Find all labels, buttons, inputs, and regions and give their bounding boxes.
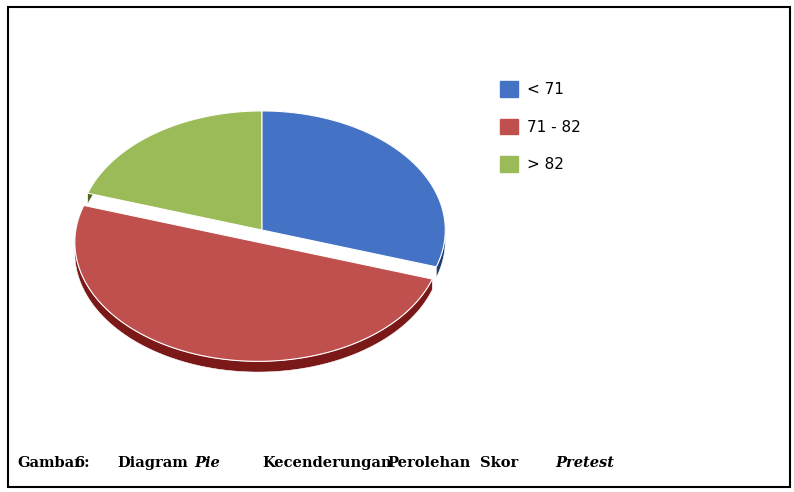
Text: Skor: Skor (480, 456, 518, 470)
Text: Diagram: Diagram (118, 456, 188, 470)
Polygon shape (75, 206, 432, 361)
Polygon shape (88, 111, 262, 230)
Text: Gambar: Gambar (17, 456, 83, 470)
Polygon shape (88, 111, 262, 204)
Text: Pie: Pie (195, 456, 220, 470)
Text: Pretest: Pretest (556, 456, 615, 470)
Text: 6:: 6: (74, 456, 90, 470)
Text: Perolehan: Perolehan (387, 456, 471, 470)
Legend: < 71, 71 - 82, > 82: < 71, 71 - 82, > 82 (500, 82, 581, 172)
Polygon shape (262, 111, 445, 267)
Polygon shape (262, 111, 445, 277)
Polygon shape (75, 206, 432, 372)
Text: Kecenderungan: Kecenderungan (262, 456, 391, 470)
